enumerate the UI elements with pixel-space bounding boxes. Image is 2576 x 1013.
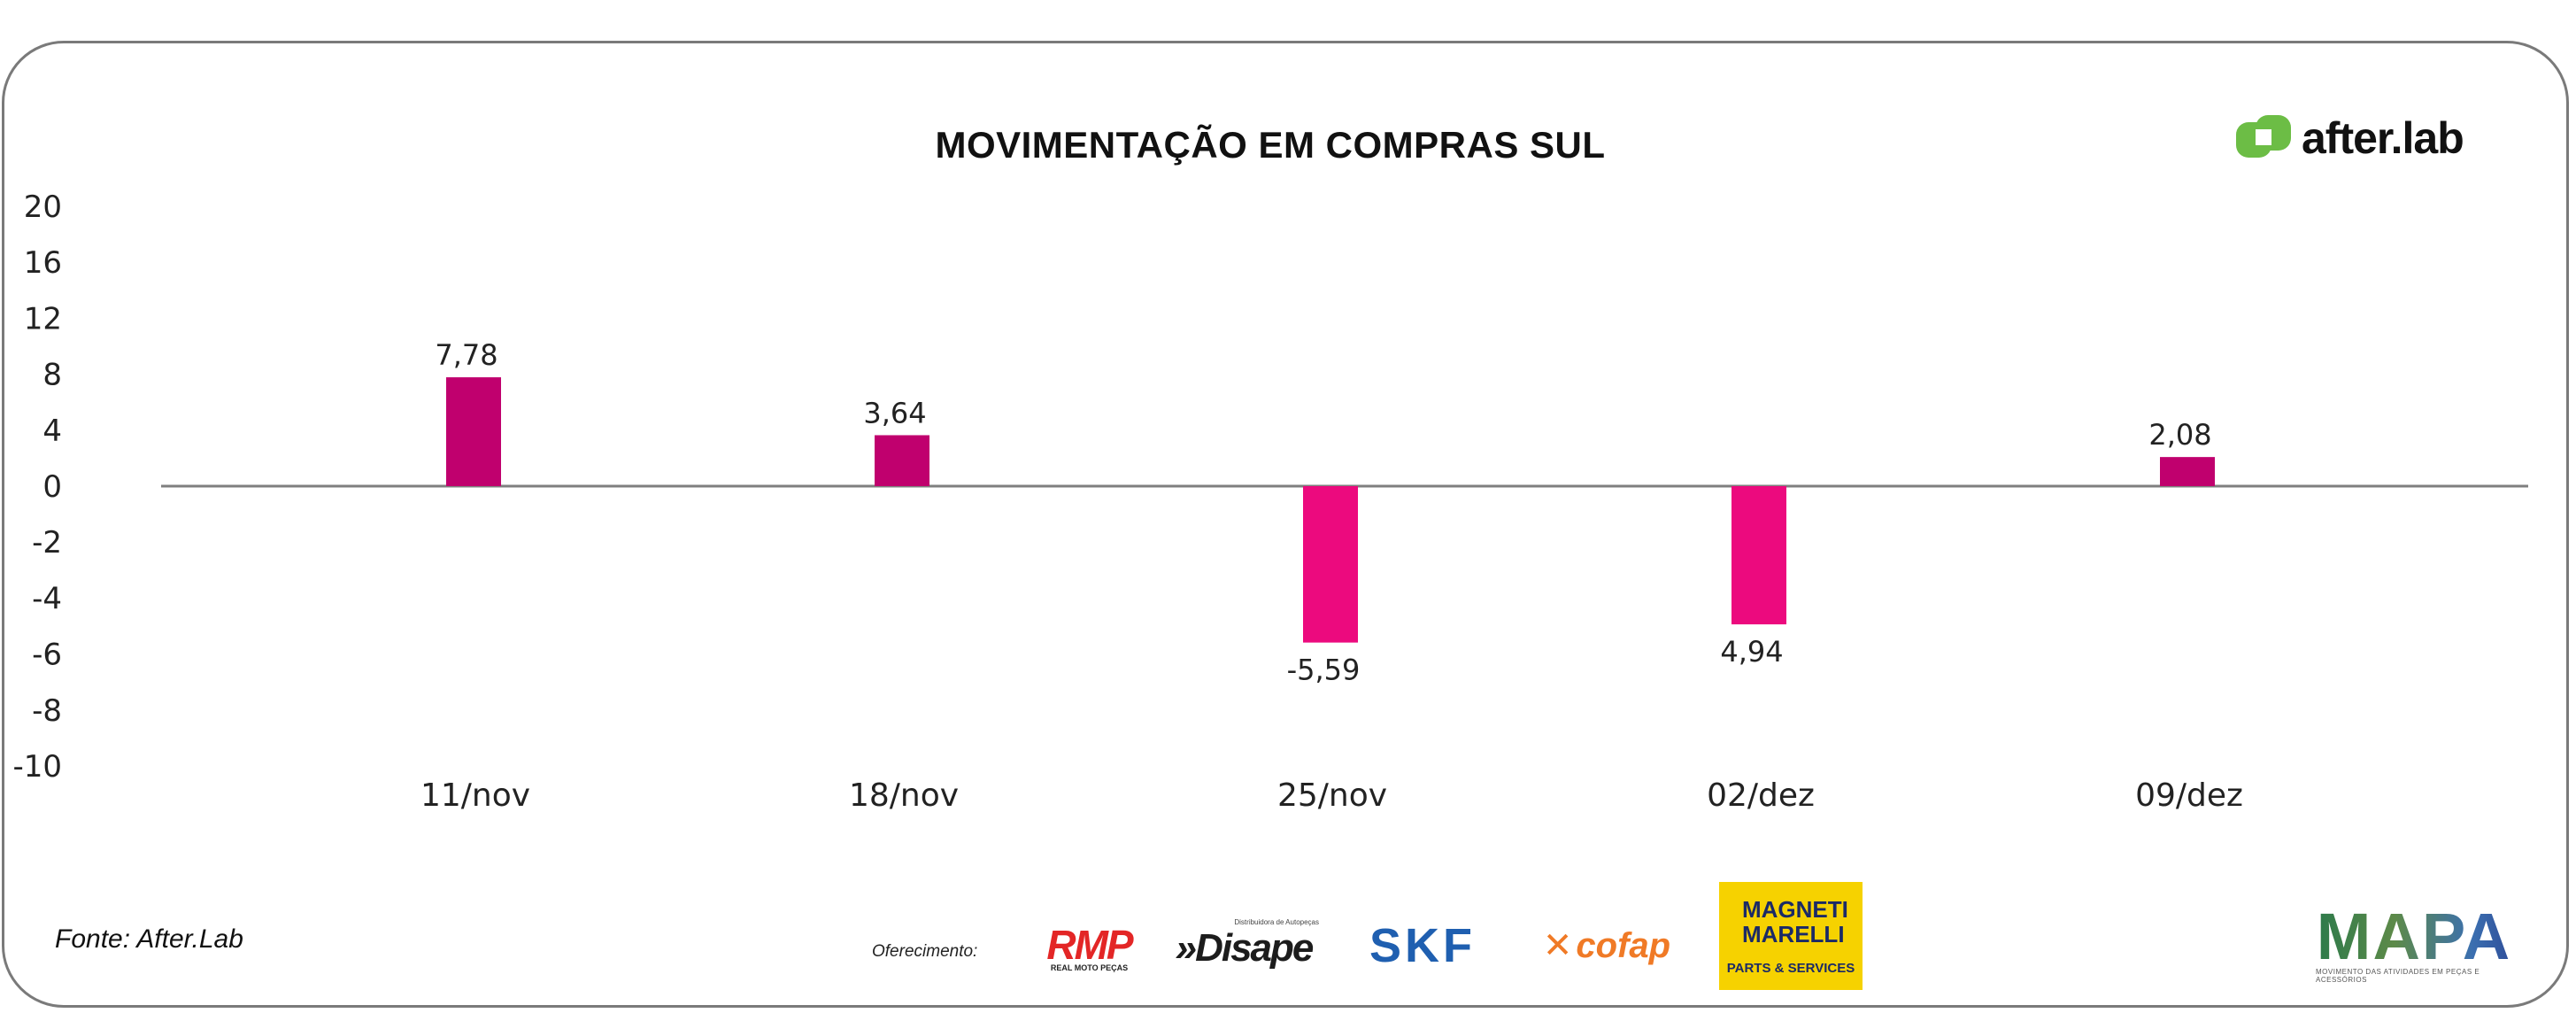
x-tick-label: 11/nov [420,777,530,814]
sponsor-caption: Oferecimento: [872,942,978,961]
x-tick-label: 18/nov [849,777,959,814]
data-label: 2,08 [2148,418,2211,452]
bar-25-nov [1303,486,1358,643]
y-tick-label: -4 [32,581,62,616]
y-tick-label: -8 [32,693,62,729]
chart-card [2,41,2569,1008]
after-lab-mark-icon [2236,113,2293,163]
rmp-logo: RMP REAL MOTO PEÇAS [1046,922,1133,972]
y-tick-label: -2 [32,525,62,561]
y-tick-label: -10 [12,749,62,785]
data-label: 4,94 [1720,635,1783,669]
bar-11-nov [446,377,501,486]
y-tick-label: 12 [24,301,62,336]
x-tick-label: 09/dez [2135,777,2243,814]
y-tick-label: 8 [42,358,62,393]
cofap-logo: ✕ cofap [1542,925,1671,966]
bar-18-nov [875,435,929,486]
y-tick-label: 20 [24,189,62,225]
y-tick-label: 4 [42,414,62,449]
data-label: -5,59 [1287,653,1361,687]
x-tick-label: 25/nov [1277,777,1387,814]
data-label: 7,78 [435,338,497,372]
skf-logo: SKF [1369,919,1476,972]
cofap-mark-icon: ✕ [1542,926,1573,965]
magneti-marelli-logo: MAGNETI MARELLI PARTS & SERVICES [1719,882,1863,990]
bar-09-dez [2160,457,2215,486]
chart-title: MOVIMENTAÇÃO EM COMPRAS SUL [935,124,1606,166]
mapa-logo: MAPA MOVIMENTO DAS ATIVIDADES EM PEÇAS E… [2316,900,2512,985]
y-tick-label: 0 [42,469,62,505]
y-tick-label: -6 [32,638,62,673]
x-tick-label: 02/dez [1707,777,1815,814]
disape-logo: Distribuidora de Autopeças »Disape [1175,917,1319,970]
bar-02-dez [1731,486,1786,625]
y-tick-label: 16 [24,245,62,281]
after-lab-logo: after.lab [2236,112,2464,165]
data-label: 3,64 [863,396,926,429]
after-lab-wordmark: after.lab [2302,113,2464,163]
source-note: Fonte: After.Lab [55,924,243,954]
